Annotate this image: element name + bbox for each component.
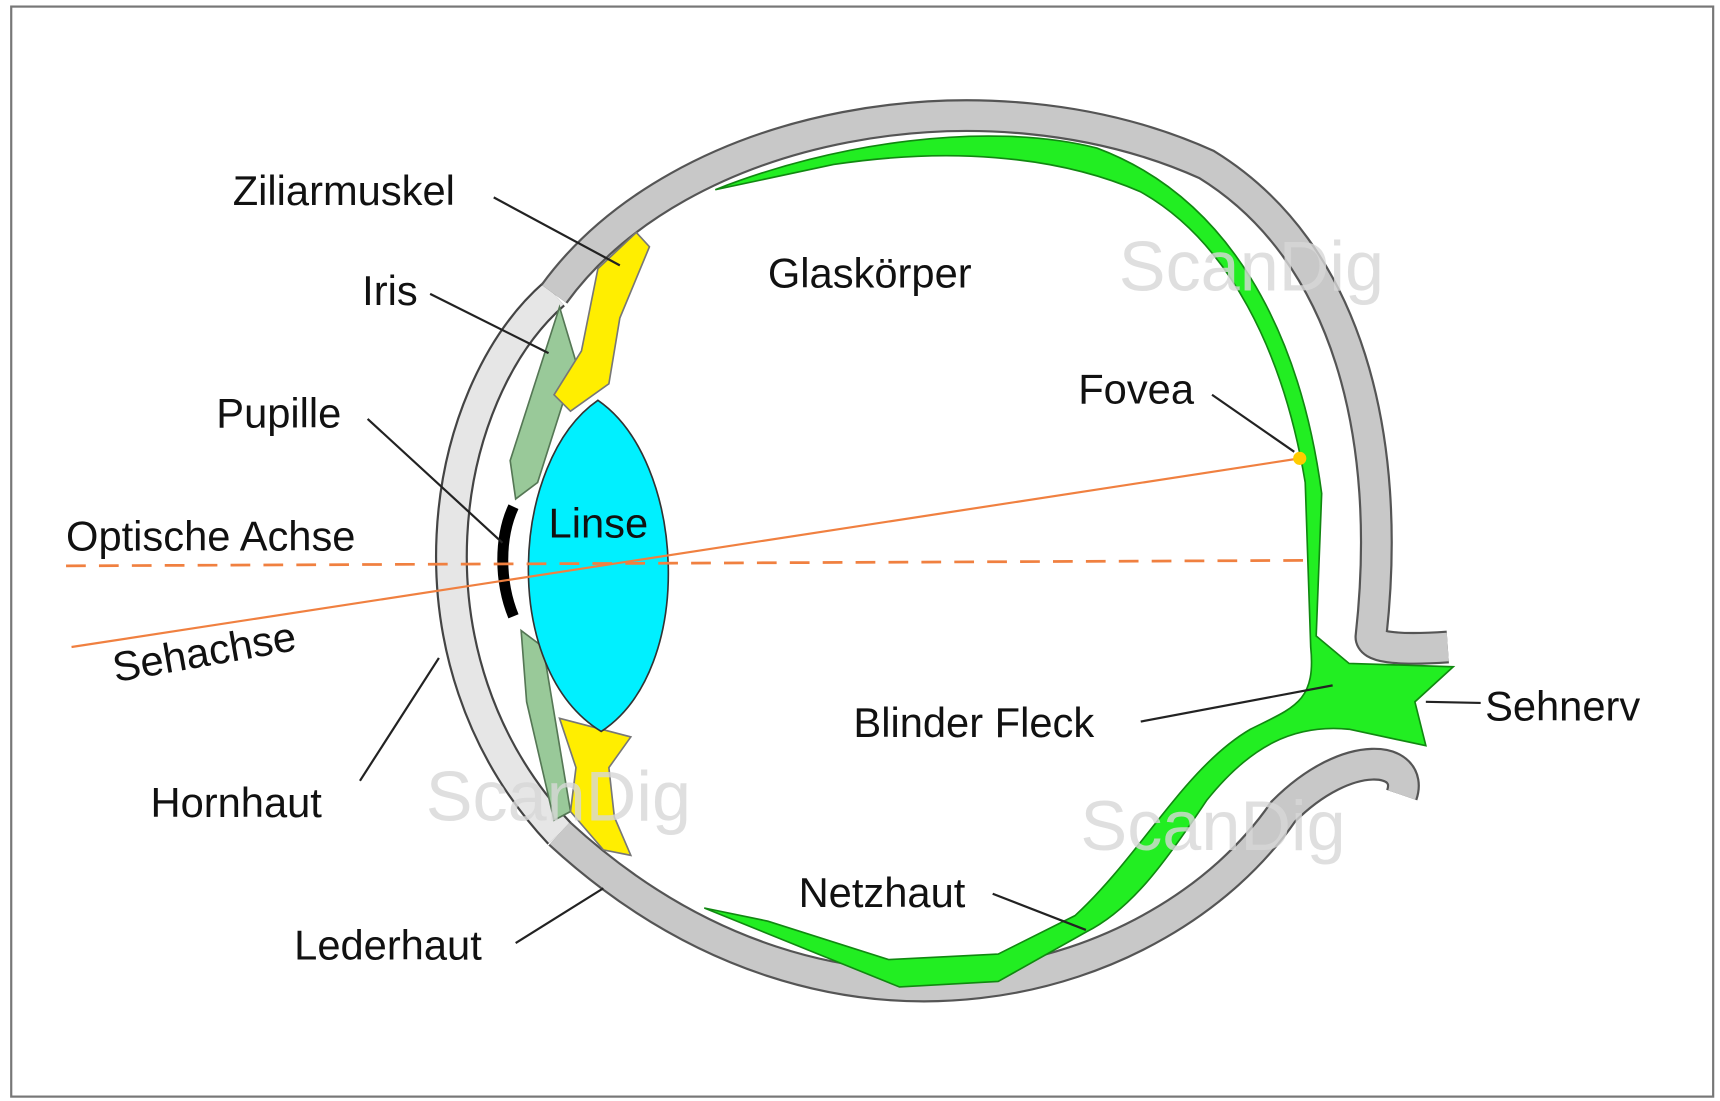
label: Blinder Fleck	[853, 699, 1094, 746]
label: Lederhaut	[294, 922, 482, 969]
eye-diagram: ScanDig ScanDig ScanDig Ziliarmuskel Iri…	[0, 0, 1720, 1101]
label: Pupille	[216, 390, 341, 437]
watermark: ScanDig	[1119, 227, 1384, 306]
label: Linse	[549, 499, 649, 546]
fovea-dot	[1293, 452, 1306, 465]
watermark: ScanDig	[426, 756, 691, 835]
label: Sehnerv	[1485, 682, 1640, 729]
page: ScanDig ScanDig ScanDig Ziliarmuskel Iri…	[0, 0, 1720, 1101]
watermark: ScanDig	[1080, 786, 1345, 865]
label: Ziliarmuskel	[233, 167, 455, 214]
label: Iris	[362, 267, 418, 314]
label: Hornhaut	[150, 779, 322, 826]
label: Optische Achse	[66, 513, 355, 560]
label: Netzhaut	[799, 869, 966, 916]
label: Fovea	[1078, 366, 1195, 413]
label: Glaskörper	[768, 249, 972, 296]
